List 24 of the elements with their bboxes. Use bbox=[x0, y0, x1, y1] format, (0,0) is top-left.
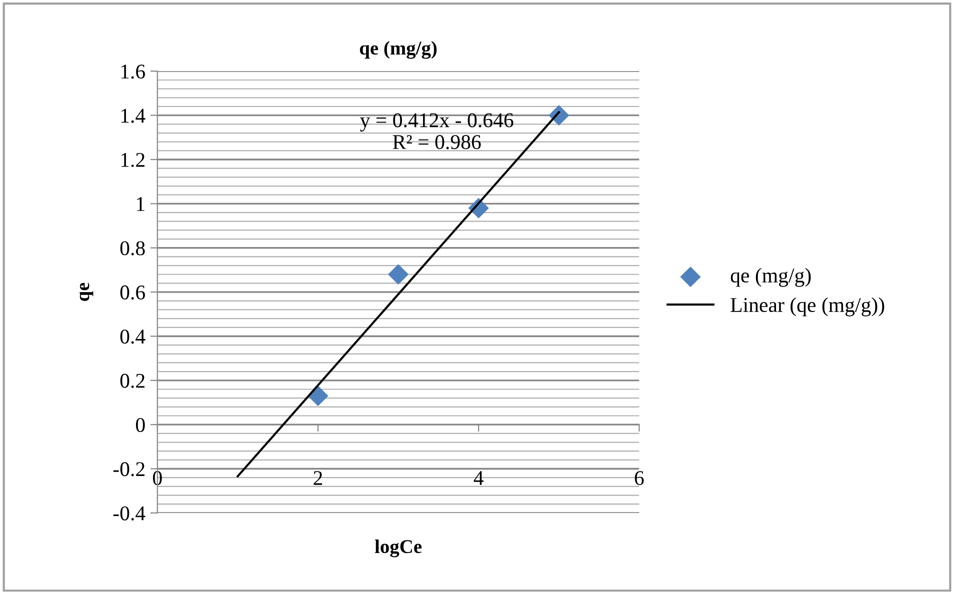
y-tick-label: 0.4 bbox=[120, 330, 146, 344]
point bbox=[308, 386, 328, 406]
point bbox=[548, 105, 570, 126]
x-axis-title: logCe bbox=[374, 539, 422, 558]
x-tick-label: 0 bbox=[152, 471, 162, 486]
y-tick-label: 0 bbox=[136, 418, 145, 432]
chart-title: qe (mg/g) bbox=[360, 41, 437, 59]
y-tick-label: -0.4 bbox=[113, 506, 146, 520]
y-tick-label: 1.2 bbox=[121, 152, 144, 168]
y-tick-label: 1.4 bbox=[121, 108, 146, 123]
y-tick-label: 0.2 bbox=[120, 374, 144, 388]
y-tick-label: 0.8 bbox=[120, 241, 145, 256]
y-tick-label: -0.2 bbox=[113, 462, 144, 476]
y-tick-label: 1.6 bbox=[121, 64, 145, 79]
y-axis-title: qe bbox=[80, 282, 94, 301]
x-tick-label: 4 bbox=[474, 471, 484, 485]
y-tick-label: 1 bbox=[137, 197, 144, 211]
legend-label: Linear (qe (mg/g)) bbox=[730, 297, 884, 316]
legend-label: qe (mg/g) bbox=[730, 268, 811, 287]
annotation: y = 0.412x - 0.646 R² = 0.986 bbox=[360, 113, 514, 150]
y-tick-label: 0.6 bbox=[120, 285, 145, 300]
x-tick-label: 2 bbox=[314, 471, 322, 485]
x-tick-label: 6 bbox=[634, 471, 644, 486]
point bbox=[388, 264, 409, 285]
